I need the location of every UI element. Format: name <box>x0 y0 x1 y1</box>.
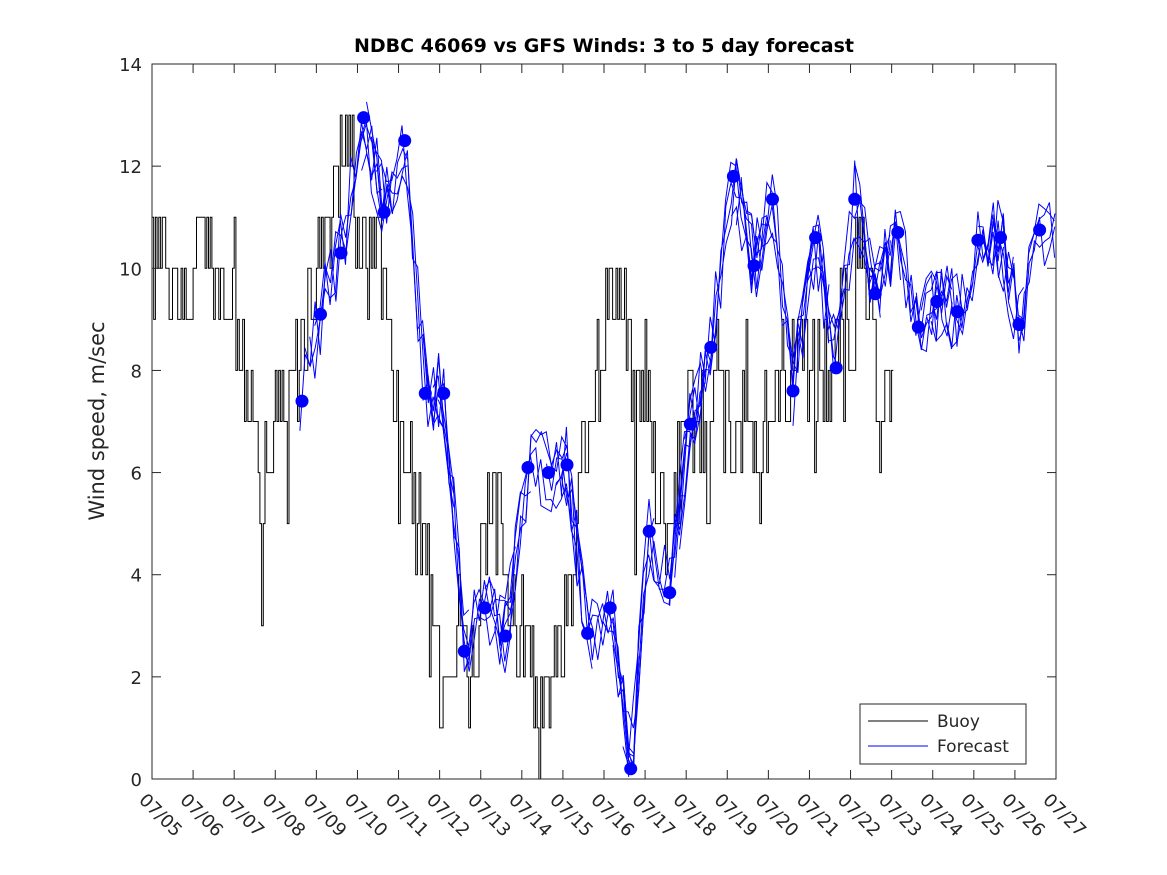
forecast-line <box>427 375 516 672</box>
forecast-point <box>314 307 327 321</box>
forecast-point <box>542 466 555 480</box>
forecast-point <box>521 461 535 474</box>
forecast-point <box>747 259 761 273</box>
forecast-point <box>663 586 677 600</box>
y-tick-label: 14 <box>119 55 142 76</box>
forecast-point <box>437 386 451 400</box>
forecast-line <box>925 220 1025 347</box>
forecast-point <box>624 762 638 776</box>
y-axis-label: Wind speed, m/sec <box>85 321 109 520</box>
forecast-line <box>679 180 778 550</box>
forecast-point <box>334 246 348 260</box>
forecast-point <box>478 601 492 615</box>
legend: Buoy Forecast <box>859 703 1027 765</box>
forecast-line <box>560 426 639 771</box>
chart-title: NDBC 46069 vs GFS Winds: 3 to 5 day fore… <box>354 35 854 57</box>
forecast-point <box>868 287 882 301</box>
forecast-point <box>930 295 944 308</box>
forecast-point <box>891 226 905 239</box>
forecast-point <box>911 320 925 334</box>
buoy-series <box>151 114 894 780</box>
y-axis: 0 2 4 6 8 10 12 14 <box>119 55 1056 791</box>
forecast-point <box>829 361 843 375</box>
forecast-point <box>786 384 800 398</box>
forecast-series <box>299 101 1056 777</box>
forecast-point <box>809 231 823 245</box>
forecast-point <box>377 205 391 219</box>
forecast-point <box>581 626 595 640</box>
y-tick-label: 12 <box>119 157 142 178</box>
forecast-line <box>992 203 1055 320</box>
legend-box <box>859 703 1027 765</box>
forecast-point <box>357 111 371 125</box>
forecast-point <box>704 340 718 354</box>
buoy-line <box>151 114 894 780</box>
forecast-markers <box>295 111 1047 776</box>
forecast-point <box>726 169 740 183</box>
forecast-point <box>457 644 471 658</box>
y-tick-label: 8 <box>131 361 142 382</box>
forecast-line <box>555 452 655 729</box>
forecast-line <box>314 122 393 326</box>
forecast-point <box>971 233 985 247</box>
forecast-point <box>560 458 574 472</box>
y-tick-label: 2 <box>131 668 142 689</box>
y-tick-label: 6 <box>131 464 142 485</box>
forecast-point <box>498 629 512 643</box>
y-tick-label: 4 <box>131 566 142 587</box>
forecast-line <box>370 136 455 494</box>
legend-label-forecast: Forecast <box>937 737 1009 757</box>
forecast-point <box>1033 223 1047 237</box>
forecast-line <box>859 198 943 353</box>
forecast-line <box>930 200 1014 350</box>
forecast-line <box>499 455 593 669</box>
forecast-point <box>418 386 432 400</box>
y-tick-label: 0 <box>131 770 142 791</box>
forecast-point <box>766 192 779 206</box>
plot-area <box>152 64 1056 779</box>
forecast-point <box>1012 318 1026 331</box>
forecast-line <box>622 316 716 764</box>
forecast-point <box>642 524 656 538</box>
forecast-line <box>868 210 963 335</box>
forecast-line <box>489 428 568 642</box>
forecast-point <box>398 134 412 148</box>
forecast-point <box>603 601 617 615</box>
forecast-point <box>683 417 697 431</box>
forecast-line <box>987 202 1056 341</box>
forecast-point <box>295 394 309 408</box>
legend-label-buoy: Buoy <box>937 712 980 732</box>
forecast-line <box>807 234 891 331</box>
forecast-point <box>994 231 1007 245</box>
forecast-line <box>735 174 814 374</box>
y-tick-label: 10 <box>119 259 142 280</box>
forecast-line <box>494 446 578 665</box>
forecast-point <box>848 192 862 206</box>
forecast-point <box>950 305 964 319</box>
